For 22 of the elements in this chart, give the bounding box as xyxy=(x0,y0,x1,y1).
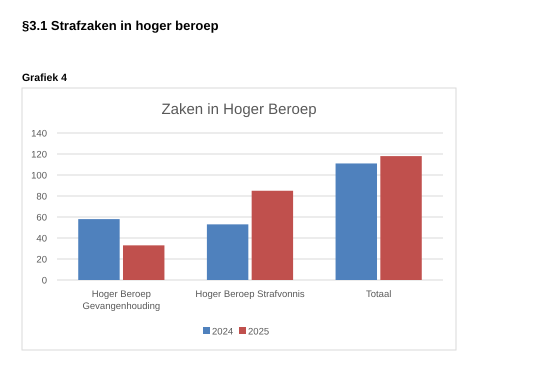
y-tick-label: 40 xyxy=(36,233,47,244)
y-tick-label: 20 xyxy=(36,254,47,266)
y-tick-label: 120 xyxy=(31,149,47,160)
text: §3.1 Strafzaken in hoger beroep xyxy=(22,18,219,33)
bar xyxy=(380,156,422,280)
y-tick-label: 100 xyxy=(31,170,47,182)
y-tick-label: 60 xyxy=(36,212,47,224)
y-tick-label: 0 xyxy=(42,275,47,286)
y-tick-label: 140 xyxy=(31,128,47,140)
text: Grafiek 4 xyxy=(22,72,68,84)
legend-label: 2024 xyxy=(212,326,234,338)
legend-label: 2025 xyxy=(248,326,270,338)
y-tick-label: 80 xyxy=(36,191,47,202)
x-tick-label: Totaal xyxy=(366,289,392,300)
chart-title: Zaken in Hoger Beroep xyxy=(161,101,317,118)
bar xyxy=(78,219,120,280)
bar xyxy=(252,190,294,280)
bar xyxy=(122,245,164,280)
x-tick-label: Hoger Beroep Strafvonnis xyxy=(195,289,305,300)
x-tick-label: Hoger Beroep Gevangenhouding xyxy=(82,289,160,312)
bar xyxy=(206,224,248,280)
bar xyxy=(336,163,378,280)
